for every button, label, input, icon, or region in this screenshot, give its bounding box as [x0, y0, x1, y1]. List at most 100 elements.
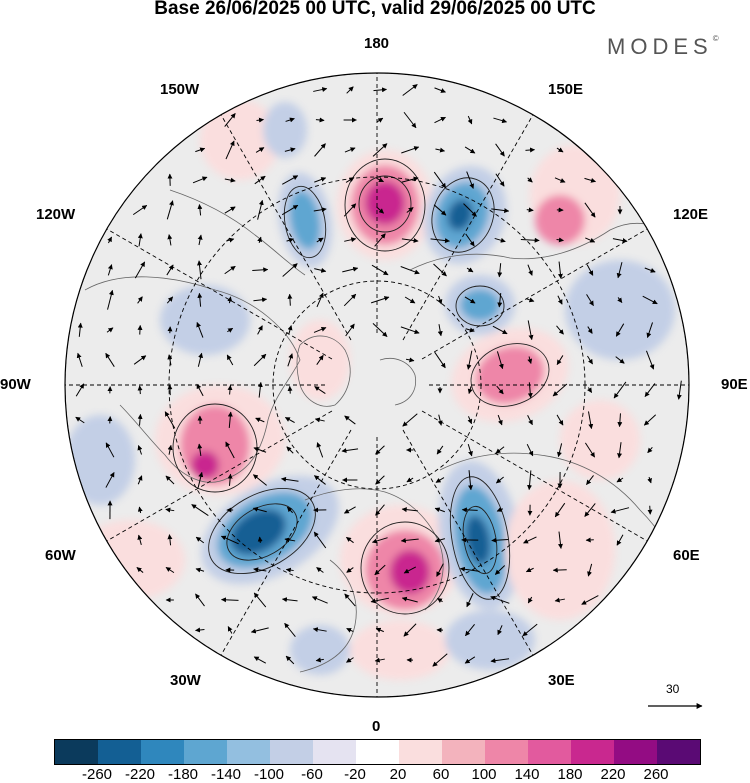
wind-vector [613, 381, 627, 399]
colorbar-swatch [184, 740, 227, 764]
wind-vector [520, 237, 540, 243]
anomaly-blob [263, 102, 307, 158]
wind-vector [136, 567, 144, 573]
wind-vector [493, 117, 508, 124]
wind-vector [525, 147, 536, 153]
wind-vector [497, 625, 503, 636]
wind-vector [495, 476, 504, 484]
wind-vector [581, 595, 599, 605]
wind-vector [75, 416, 85, 424]
wind-vector [316, 567, 324, 573]
wind-vector [137, 506, 143, 514]
colorbar-swatch [485, 740, 528, 764]
wind-vector [587, 326, 593, 334]
wind-vector [376, 206, 384, 214]
wind-vector [497, 263, 503, 278]
wind-vector [167, 384, 173, 396]
contour-line [226, 503, 298, 561]
wind-vector [313, 87, 328, 92]
colorbar-swatch [356, 740, 399, 764]
wind-vector [284, 622, 296, 638]
meridian-line [421, 410, 648, 542]
wind-vector [137, 534, 143, 546]
wind-vector [252, 267, 269, 273]
colorbar-swatch [571, 740, 614, 764]
wind-vector [281, 204, 299, 216]
wind-vector [316, 292, 324, 308]
wind-vector [556, 355, 564, 365]
wind-vector [403, 566, 417, 574]
wind-vector [406, 207, 414, 213]
contour-line [208, 487, 316, 575]
wind-vector [405, 357, 415, 363]
lon-label-120e: 120E [673, 206, 709, 223]
wind-vector [167, 444, 173, 455]
colorbar-tick-label: -60 [301, 766, 323, 783]
wind-vector [107, 236, 113, 244]
wind-vector [617, 442, 623, 459]
wind-vector [284, 147, 296, 153]
wind-vector [137, 413, 143, 426]
wind-vector [467, 443, 473, 457]
wind-vector [105, 442, 115, 458]
meridian-line [421, 228, 648, 360]
modes-logo: MODES© [607, 34, 719, 59]
wind-vector [75, 383, 85, 397]
colorbar-tick-label: -260 [81, 766, 113, 783]
wind-vector [587, 563, 593, 577]
wind-vector [552, 383, 568, 397]
wind-vector [557, 443, 563, 458]
wind-vector [406, 477, 414, 483]
wind-vector [584, 503, 596, 517]
contour-line [360, 521, 450, 615]
anomaly-blob [290, 625, 350, 675]
wind-vector [496, 351, 504, 370]
wind-vector [497, 293, 503, 308]
wind-vector [372, 323, 388, 337]
wind-vector [197, 234, 203, 246]
wind-vector [434, 116, 446, 124]
wind-vector [165, 475, 175, 485]
lon-label-180: 180 [364, 35, 390, 52]
wind-vector [676, 380, 682, 400]
wind-vector [403, 623, 417, 637]
lon-label-60e: 60E [673, 547, 700, 564]
wind-vector [495, 143, 505, 157]
wind-vector [644, 383, 656, 397]
wind-vector [167, 234, 173, 246]
wind-vector [224, 265, 236, 275]
wind-vector [586, 264, 594, 276]
wind-vector [491, 537, 509, 543]
wind-vector [281, 597, 298, 603]
meridian-line [402, 114, 534, 341]
wind-vector [584, 442, 596, 458]
wind-vector [225, 140, 235, 160]
wind-vector [436, 445, 444, 455]
wind-vector [165, 507, 175, 513]
wind-vector [286, 237, 294, 243]
wind-vector [465, 327, 475, 333]
lon-label-120w: 120W [36, 206, 76, 223]
wind-vector [227, 327, 234, 333]
wind-vector [587, 411, 594, 430]
wind-vector [227, 473, 233, 486]
wind-vector [343, 293, 357, 307]
wind-vector [467, 386, 473, 395]
wind-vector [643, 414, 657, 426]
lon-label-30e: 30E [548, 672, 575, 689]
wind-vector [370, 597, 390, 604]
wind-vector [314, 475, 326, 485]
wind-vector [253, 297, 268, 303]
wind-vector [255, 417, 265, 423]
wind-vector [313, 207, 327, 213]
wind-vector [346, 536, 354, 544]
wind-vector [313, 531, 327, 549]
wind-vector [646, 350, 655, 370]
wind-vector [557, 531, 563, 549]
wind-vector [197, 292, 203, 307]
wind-vector [196, 383, 204, 397]
wind-vector [167, 354, 173, 366]
wind-vectors [75, 84, 682, 667]
wind-vector [345, 177, 355, 183]
wind-vector [437, 414, 443, 426]
